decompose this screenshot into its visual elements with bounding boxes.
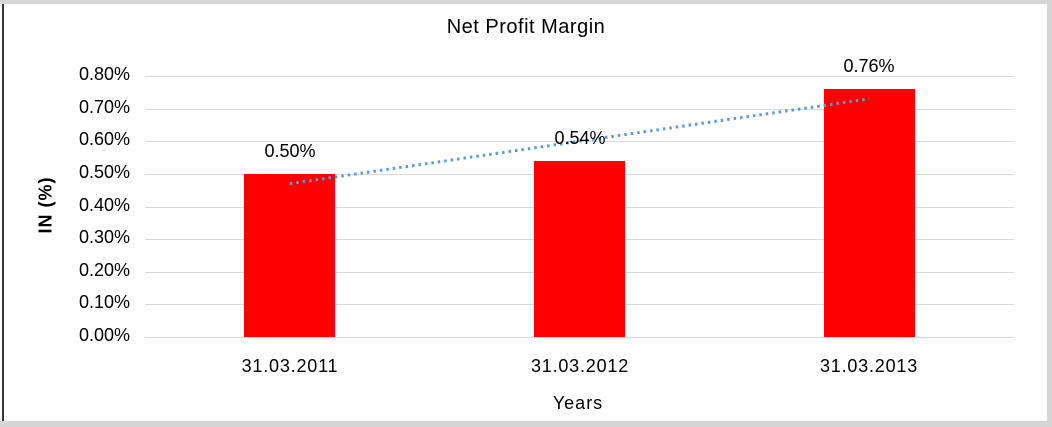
- y-tick-label: 0.70%: [78, 97, 130, 117]
- bar-31.03.2013: [824, 89, 915, 337]
- y-tick-label: 0.30%: [78, 227, 130, 247]
- gridline: [145, 337, 1014, 338]
- bar-31.03.2012: [534, 161, 625, 337]
- x-tick-label: 31.03.2013: [819, 356, 919, 376]
- y-tick-label: 0.80%: [78, 64, 130, 84]
- chart-title: Net Profit Margin: [446, 16, 606, 38]
- y-tick-label: 0.20%: [78, 260, 130, 280]
- y-tick-label: 0.10%: [78, 292, 130, 312]
- data-label: 0.50%: [264, 141, 316, 161]
- gridline: [145, 76, 1014, 77]
- data-label: 0.76%: [843, 56, 895, 76]
- frame-strip-bottom: [0, 421, 1052, 427]
- frame-border-left: [2, 4, 4, 421]
- bar-31.03.2011: [244, 174, 335, 337]
- x-tick-label: 31.03.2011: [241, 356, 339, 376]
- y-tick-label: 0.60%: [78, 129, 130, 149]
- y-tick-label: 0.40%: [78, 195, 130, 215]
- frame-strip-top: [0, 0, 1052, 4]
- data-label: 0.54%: [554, 128, 606, 148]
- x-axis-title: Years: [552, 393, 604, 413]
- y-tick-label: 0.50%: [78, 162, 130, 182]
- x-tick-label: 31.03.2012: [530, 356, 630, 376]
- y-tick-label: 0.00%: [78, 325, 130, 345]
- frame-strip-right: [1047, 0, 1052, 427]
